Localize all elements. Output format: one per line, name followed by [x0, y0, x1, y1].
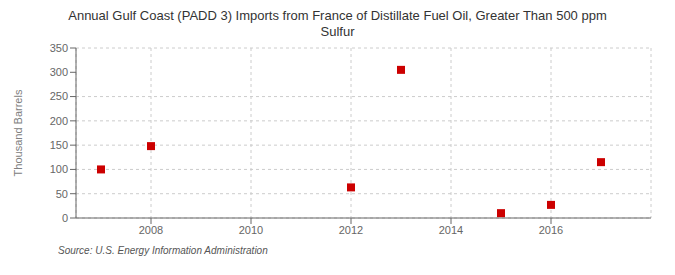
svg-text:2010: 2010 [239, 224, 263, 236]
svg-text:2014: 2014 [439, 224, 463, 236]
svg-text:350: 350 [50, 42, 68, 54]
svg-text:100: 100 [50, 163, 68, 175]
svg-text:0: 0 [62, 212, 68, 224]
svg-text:2016: 2016 [539, 224, 563, 236]
svg-text:50: 50 [56, 188, 68, 200]
svg-text:Thousand Barrels: Thousand Barrels [12, 89, 24, 176]
svg-text:250: 250 [50, 90, 68, 102]
html-text:Annual Gulf Coast (PADD 3) Imp: Annual Gulf Coast (PADD 3) Imports from … [68, 8, 607, 23]
svg-text:200: 200 [50, 115, 68, 127]
svg-text:2008: 2008 [139, 224, 163, 236]
html-text:Source: U.S. Energy Informatio: Source: U.S. Energy Information Administ… [58, 245, 268, 256]
html-text:Sulfur: Sulfur [320, 24, 355, 39]
svg-text:2012: 2012 [339, 224, 363, 236]
svg-text:300: 300 [50, 66, 68, 78]
svg-text:150: 150 [50, 139, 68, 151]
